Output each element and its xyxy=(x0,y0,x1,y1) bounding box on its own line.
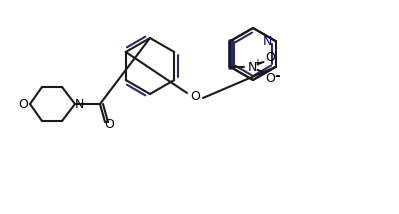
Text: -: - xyxy=(275,69,280,83)
Text: N: N xyxy=(74,98,84,110)
Text: N: N xyxy=(263,34,272,48)
Text: O: O xyxy=(190,89,200,103)
Text: O: O xyxy=(266,71,275,85)
Text: O: O xyxy=(266,51,275,64)
Text: O: O xyxy=(18,98,28,110)
Text: N: N xyxy=(248,61,257,73)
Text: O: O xyxy=(104,119,114,131)
Text: +: + xyxy=(253,58,261,68)
